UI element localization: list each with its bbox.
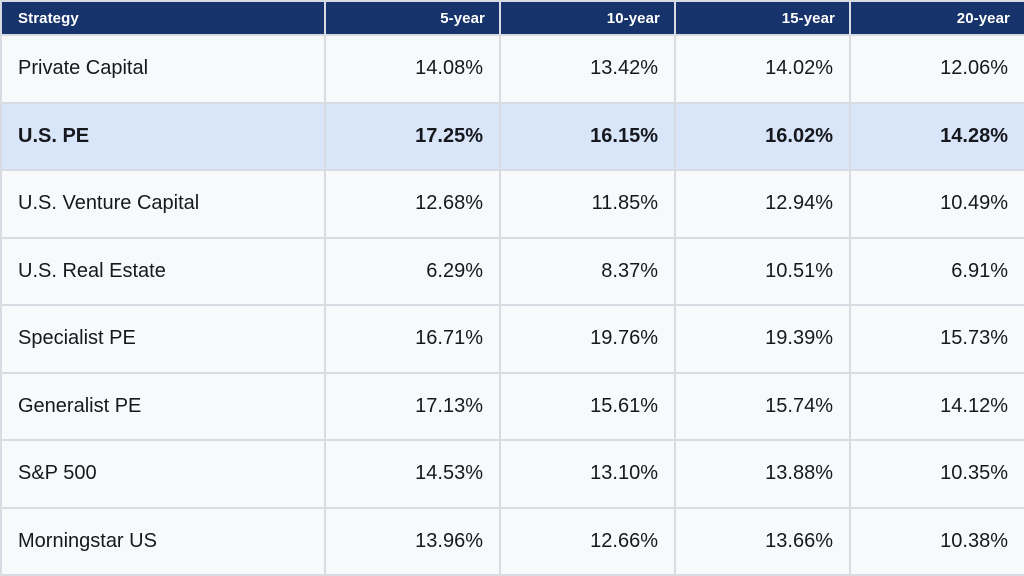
table-row-private-capital: Private Capital 14.08% 13.42% 14.02% 12.… (0, 34, 1024, 104)
column-header-10-year: 10-year (499, 0, 676, 36)
value-cell: 19.39% (674, 304, 851, 374)
header-row: Strategy 5-year 10-year 15-year 20-year (0, 0, 1024, 36)
value-cell: 13.96% (324, 506, 501, 576)
table-row-generalist-pe: Generalist PE 17.13% 15.61% 15.74% 14.12… (0, 371, 1024, 441)
row-label: Morningstar US (0, 506, 326, 576)
row-label: Generalist PE (0, 371, 326, 441)
value-cell: 17.25% (324, 101, 501, 171)
value-cell: 13.42% (499, 34, 676, 104)
table-row-us-pe-highlighted: U.S. PE 17.25% 16.15% 16.02% 14.28% (0, 101, 1024, 171)
column-header-15-year: 15-year (674, 0, 851, 36)
value-cell: 12.68% (324, 169, 501, 239)
value-cell: 16.71% (324, 304, 501, 374)
value-cell: 13.88% (674, 439, 851, 509)
value-cell: 14.28% (849, 101, 1024, 171)
value-cell: 15.74% (674, 371, 851, 441)
row-label: Private Capital (0, 34, 326, 104)
value-cell: 15.73% (849, 304, 1024, 374)
value-cell: 6.29% (324, 236, 501, 306)
table-row-sp-500: S&P 500 14.53% 13.10% 13.88% 10.35% (0, 439, 1024, 509)
table-row-morningstar-us: Morningstar US 13.96% 12.66% 13.66% 10.3… (0, 506, 1024, 576)
value-cell: 16.02% (674, 101, 851, 171)
value-cell: 6.91% (849, 236, 1024, 306)
value-cell: 14.53% (324, 439, 501, 509)
value-cell: 10.38% (849, 506, 1024, 576)
table-row-specialist-pe: Specialist PE 16.71% 19.76% 19.39% 15.73… (0, 304, 1024, 374)
value-cell: 13.66% (674, 506, 851, 576)
value-cell: 10.51% (674, 236, 851, 306)
value-cell: 19.76% (499, 304, 676, 374)
value-cell: 8.37% (499, 236, 676, 306)
value-cell: 14.08% (324, 34, 501, 104)
value-cell: 11.85% (499, 169, 676, 239)
row-label: Specialist PE (0, 304, 326, 374)
value-cell: 10.49% (849, 169, 1024, 239)
table-row-us-real-estate: U.S. Real Estate 6.29% 8.37% 10.51% 6.91… (0, 236, 1024, 306)
value-cell: 14.02% (674, 34, 851, 104)
table-row-us-venture-capital: U.S. Venture Capital 12.68% 11.85% 12.94… (0, 169, 1024, 239)
value-cell: 12.06% (849, 34, 1024, 104)
value-cell: 16.15% (499, 101, 676, 171)
value-cell: 12.94% (674, 169, 851, 239)
value-cell: 17.13% (324, 371, 501, 441)
row-label: S&P 500 (0, 439, 326, 509)
column-header-5-year: 5-year (324, 0, 501, 36)
row-label: U.S. PE (0, 101, 326, 171)
column-header-strategy: Strategy (0, 0, 326, 36)
value-cell: 15.61% (499, 371, 676, 441)
value-cell: 13.10% (499, 439, 676, 509)
value-cell: 12.66% (499, 506, 676, 576)
row-label: U.S. Real Estate (0, 236, 326, 306)
value-cell: 14.12% (849, 371, 1024, 441)
row-label: U.S. Venture Capital (0, 169, 326, 239)
column-header-20-year: 20-year (849, 0, 1024, 36)
value-cell: 10.35% (849, 439, 1024, 509)
